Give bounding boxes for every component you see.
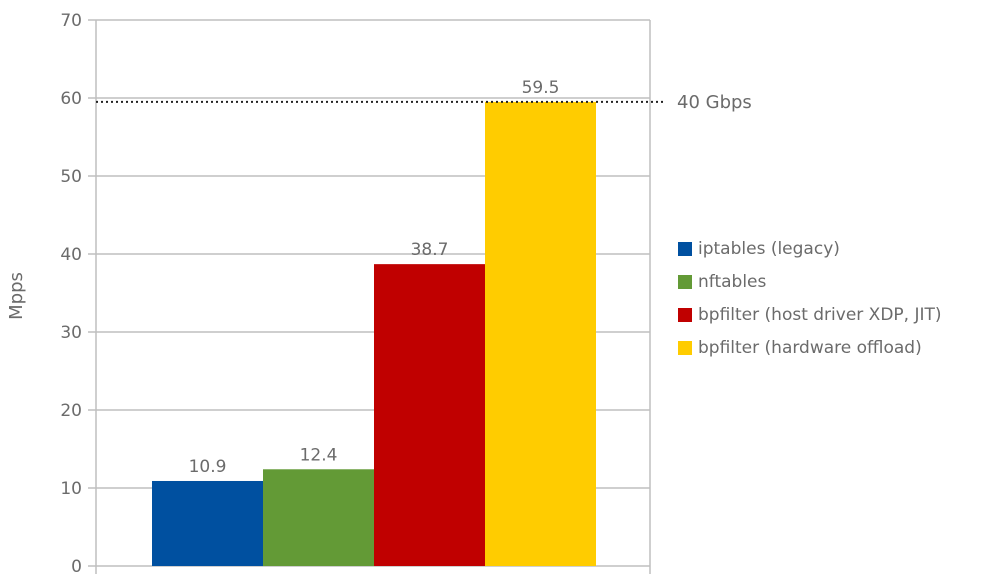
- legend-item: iptables (legacy): [678, 232, 942, 265]
- legend-label: nftables: [698, 271, 767, 292]
- legend-swatch: [678, 340, 692, 355]
- y-tick-label: 10: [60, 479, 82, 499]
- data-labels: 10.9 12.4 38.7 59.5: [189, 78, 560, 477]
- bar-value-label: 59.5: [522, 78, 560, 98]
- bar: [374, 264, 485, 566]
- bar: [152, 480, 263, 566]
- y-tick-label: 20: [60, 401, 82, 421]
- bar-value-label: 12.4: [300, 445, 338, 465]
- reference-line: 40 Gbps: [96, 92, 752, 113]
- y-tick-label: 40: [60, 245, 82, 265]
- bar-value-label: 10.9: [189, 457, 227, 477]
- legend-swatch: [678, 241, 692, 256]
- y-tick-label: 0: [71, 557, 82, 577]
- legend-item: bpfilter (hardware offload): [678, 331, 942, 364]
- legend-label: bpfilter (host driver XDP, JIT): [698, 304, 942, 325]
- legend-label: bpfilter (hardware offload): [698, 337, 922, 358]
- legend-item: nftables: [678, 265, 942, 298]
- bar: [485, 101, 596, 567]
- y-axis: 0 10 20 30 40 50 60 70: [60, 11, 651, 577]
- legend-label: iptables (legacy): [698, 238, 840, 259]
- y-tick-label: 50: [60, 167, 82, 187]
- y-tick-label: 30: [60, 323, 82, 343]
- reference-line-label: 40 Gbps: [677, 92, 752, 113]
- y-tick-label: 60: [60, 89, 82, 109]
- bars: [152, 101, 596, 567]
- y-axis-title: Mpps: [6, 272, 27, 320]
- legend-item: bpfilter (host driver XDP, JIT): [678, 298, 942, 331]
- bar: [263, 469, 374, 566]
- y-tick-label: 70: [60, 11, 82, 31]
- bar-value-label: 38.7: [411, 240, 449, 260]
- legend-swatch: [678, 307, 692, 322]
- legend-swatch: [678, 274, 692, 289]
- legend: iptables (legacy) nftables bpfilter (host …: [678, 232, 942, 364]
